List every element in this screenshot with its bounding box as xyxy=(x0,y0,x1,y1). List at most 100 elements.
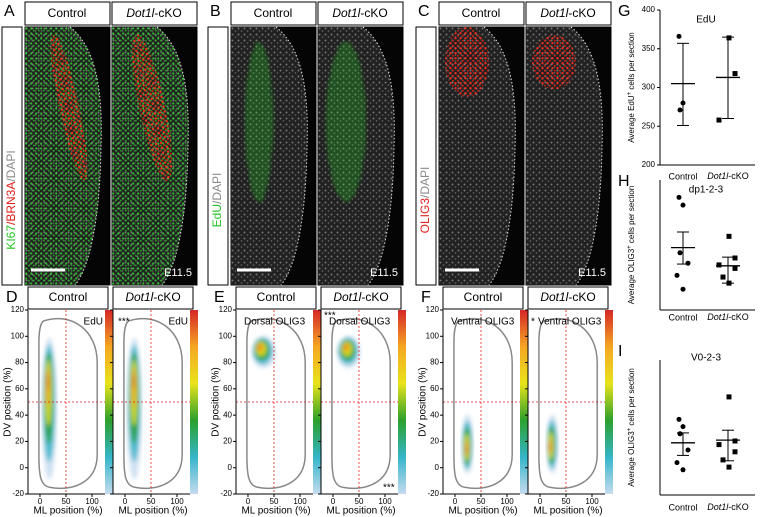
y-axis-label: DV position (%) xyxy=(3,367,14,436)
y-tick-label: 20 xyxy=(223,437,232,446)
header-box xyxy=(527,286,609,310)
tissue xyxy=(526,27,603,285)
panel-letter: I xyxy=(618,343,622,360)
header: Control xyxy=(49,290,88,304)
density xyxy=(127,337,142,480)
chart-title: dp1-2-3 xyxy=(689,185,724,196)
panel-letter: H xyxy=(618,173,630,190)
gene-suffix: -cKO xyxy=(728,502,749,512)
y-tick-label: 0 xyxy=(435,463,440,472)
data-point xyxy=(680,424,686,430)
y-tick-label: -20 xyxy=(427,489,439,498)
data-point xyxy=(674,460,680,466)
gene-name: Dot1l xyxy=(332,6,360,20)
density-level xyxy=(133,374,135,390)
data-point xyxy=(677,431,683,437)
y-tick-label: 40 xyxy=(223,410,232,419)
x-axis-label: ML position (%) xyxy=(33,506,102,517)
micrograph: E11.5 xyxy=(112,26,192,286)
stain-part: KI67 xyxy=(4,225,18,250)
header-box xyxy=(112,286,194,310)
plot-label: Ventral OLIG3 xyxy=(451,317,515,328)
y-label-part: cells per section xyxy=(627,32,636,92)
stain-label-box xyxy=(415,26,437,286)
significance: * xyxy=(531,317,535,328)
gene-suffix: -cKO xyxy=(568,290,595,304)
y-tick-label: 80 xyxy=(15,358,24,367)
plot-label: EdU xyxy=(84,317,103,328)
data-point xyxy=(680,467,686,473)
x-axis-label: ML position (%) xyxy=(118,506,187,517)
tissue xyxy=(25,27,102,285)
gene-name: Dot1l xyxy=(540,6,568,20)
header: Control xyxy=(464,290,503,304)
y-axis-label: DV position (%) xyxy=(211,367,222,436)
density-level xyxy=(258,345,261,349)
x-tick-label: Control xyxy=(668,312,697,322)
x-tick-label: 50 xyxy=(477,497,486,506)
density xyxy=(42,337,57,480)
density-level xyxy=(344,345,348,349)
olig3 xyxy=(532,35,576,89)
outline xyxy=(275,26,308,286)
x-axis-label: ML position (%) xyxy=(533,506,602,517)
gene-suffix: -cKO xyxy=(153,290,180,304)
x-tick-label: 100 xyxy=(293,497,307,506)
y-label-part: Average OLIG3 xyxy=(627,431,636,487)
data-point xyxy=(677,250,683,256)
y-axis-label: Average OLIG3+ cells per section xyxy=(627,368,637,487)
header-box xyxy=(438,1,525,26)
plot-label: Ventral OLIG3 xyxy=(538,317,602,328)
panel-letter: B xyxy=(210,3,221,20)
x-tick-label: 0 xyxy=(246,497,251,506)
x-tick-label: 100 xyxy=(585,497,599,506)
y-tick-label: 80 xyxy=(223,358,232,367)
y-label-part: Average OLIG3 xyxy=(627,248,636,304)
data-point xyxy=(732,449,738,455)
panel-letter: C xyxy=(418,3,430,20)
x-tick-label: Dot1l-cKO xyxy=(707,502,749,512)
y-label-part: + xyxy=(627,245,633,249)
edu xyxy=(245,42,273,202)
stage: E11.5 xyxy=(578,267,606,279)
chart-title: V0-2-3 xyxy=(691,353,721,364)
header: Dot1l-cKO xyxy=(125,290,180,304)
y-tick-label: 40 xyxy=(430,410,439,419)
data-point xyxy=(716,262,722,268)
gene-suffix: -cKO xyxy=(154,6,181,20)
tube-outline xyxy=(538,317,598,490)
olig3 xyxy=(445,27,489,97)
data-point xyxy=(676,194,682,200)
significance: *** xyxy=(383,483,395,494)
stain-label-box xyxy=(1,26,23,286)
x-tick-label: 100 xyxy=(85,497,99,506)
gene-suffix: -cKO xyxy=(728,171,749,181)
data-point xyxy=(680,202,686,208)
y-axis-label: DV position (%) xyxy=(418,367,429,436)
outline xyxy=(156,26,189,286)
colorbar xyxy=(313,310,321,494)
tissue xyxy=(318,27,395,285)
y-tick-label: 20 xyxy=(430,437,439,446)
x-tick-label: 100 xyxy=(170,497,184,506)
colorbar xyxy=(105,310,113,494)
density-level xyxy=(46,374,49,390)
y-tick-label: 100 xyxy=(426,331,440,340)
significance: *** xyxy=(118,317,130,328)
tissue xyxy=(112,27,189,285)
x-tick-label: Dot1l-cKO xyxy=(707,171,749,181)
x-tick-label: Control xyxy=(668,171,697,181)
data-point xyxy=(677,107,683,113)
edu xyxy=(326,42,366,202)
brn3a xyxy=(50,33,88,181)
x-tick-label: Control xyxy=(668,502,697,512)
density-level xyxy=(549,443,551,450)
stain-part: /DAPI xyxy=(210,173,224,204)
header-box xyxy=(320,286,402,310)
x-tick-label: 50 xyxy=(147,497,156,506)
header-box xyxy=(24,1,111,26)
y-tick-label: 120 xyxy=(219,305,233,314)
micrograph xyxy=(231,26,308,286)
y-label-part: + xyxy=(627,91,633,95)
panel-letter: E xyxy=(214,289,225,306)
